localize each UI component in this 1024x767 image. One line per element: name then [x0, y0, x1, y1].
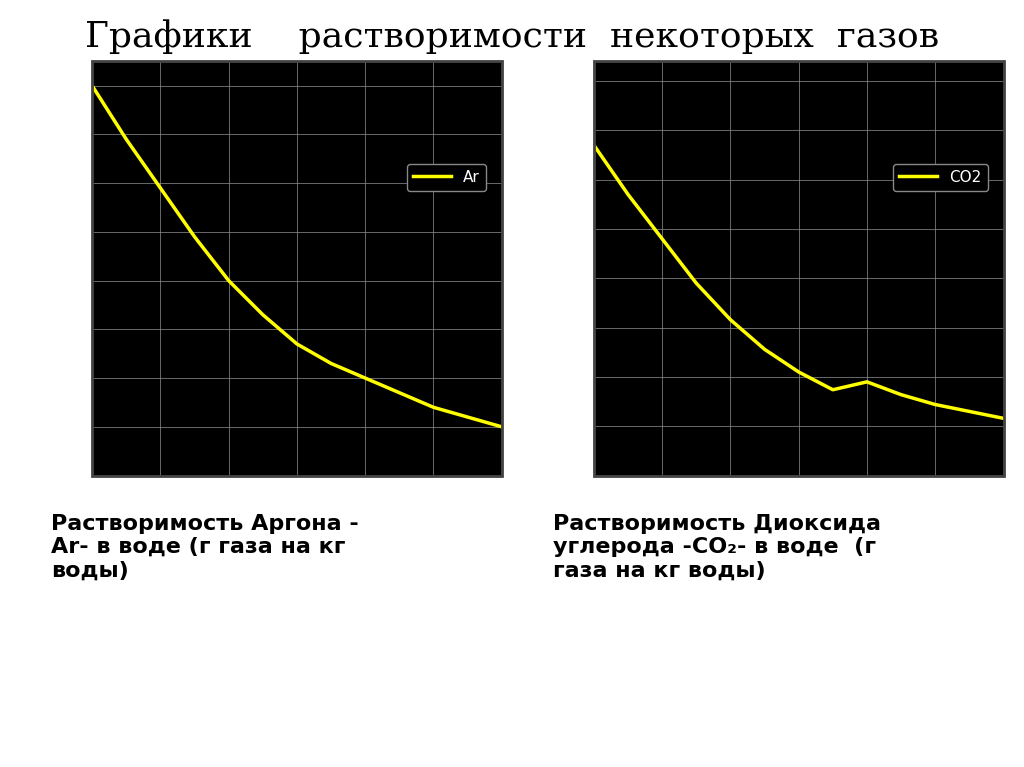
Text: Растворимость Диоксида
углерода -CO₂- в воде  (г
газа на кг воды): Растворимость Диоксида углерода -CO₂- в …: [553, 514, 881, 581]
X-axis label: Температура воды (град Цельсия): Температура воды (град Цельсия): [189, 503, 404, 516]
Legend: CO2: CO2: [893, 163, 988, 191]
Legend: Ar: Ar: [407, 163, 486, 191]
Y-axis label: Растворимость (г газа на кг воды): Растворимость (г газа на кг воды): [547, 161, 559, 376]
Text: Растворимость Аргона -
Ar- в воде (г газа на кг
воды): Растворимость Аргона - Ar- в воде (г газ…: [51, 514, 359, 581]
X-axis label: Температура воды (град Цельсия): Температура воды (град Цельсия): [691, 503, 906, 516]
Text: Графики    растворимости  некоторых  газов: Графики растворимости некоторых газов: [85, 19, 939, 54]
Y-axis label: Растворимость (г газа на кг воды): Растворимость (г газа на кг воды): [37, 161, 49, 376]
